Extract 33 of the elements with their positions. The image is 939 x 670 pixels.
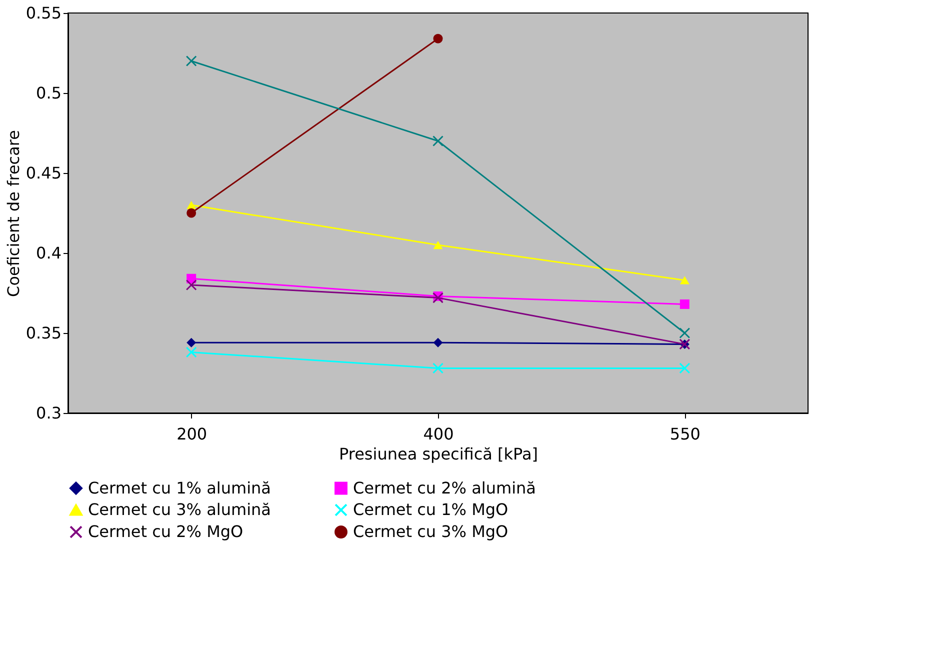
legend-label: Cermet cu 2% MgO xyxy=(88,522,244,541)
y-tick-label: 0.45 xyxy=(26,164,62,182)
point xyxy=(186,56,197,66)
point xyxy=(432,362,444,374)
point xyxy=(186,346,197,358)
point xyxy=(679,362,690,374)
point xyxy=(433,338,443,348)
x-axis-title: Presiunea specifică [kPa] xyxy=(338,444,538,464)
x-tick-label: 200 xyxy=(176,424,208,444)
point xyxy=(186,208,196,218)
point xyxy=(679,328,690,338)
point xyxy=(186,280,197,290)
x-tick-label: 550 xyxy=(670,424,700,444)
point xyxy=(433,240,443,250)
y-tick-label: 0.5 xyxy=(36,84,62,102)
y-tick-label: 0.3 xyxy=(36,404,62,422)
y-tick-label: 0.35 xyxy=(26,324,62,342)
y-axis-title: Coeficient de frecare xyxy=(4,130,23,297)
y-tick-label: 0.55 xyxy=(26,4,62,22)
point xyxy=(680,299,690,309)
point xyxy=(186,338,196,348)
x-tick-label: 400 xyxy=(423,424,454,444)
point xyxy=(186,200,196,210)
legend-label: Cermet cu 1% alumină xyxy=(88,478,271,498)
point xyxy=(432,136,444,146)
legend-label: Cermet cu 1% MgO xyxy=(353,500,508,519)
legend-label: Cermet cu 3% MgO xyxy=(353,522,508,541)
point xyxy=(433,34,443,44)
point xyxy=(432,292,444,304)
legend-label: Cermet cu 3% alumină xyxy=(88,500,271,519)
y-tick-label: 0.4 xyxy=(36,244,62,262)
legend-label: Cermet cu 2% alumină xyxy=(353,478,536,498)
point xyxy=(680,276,690,284)
